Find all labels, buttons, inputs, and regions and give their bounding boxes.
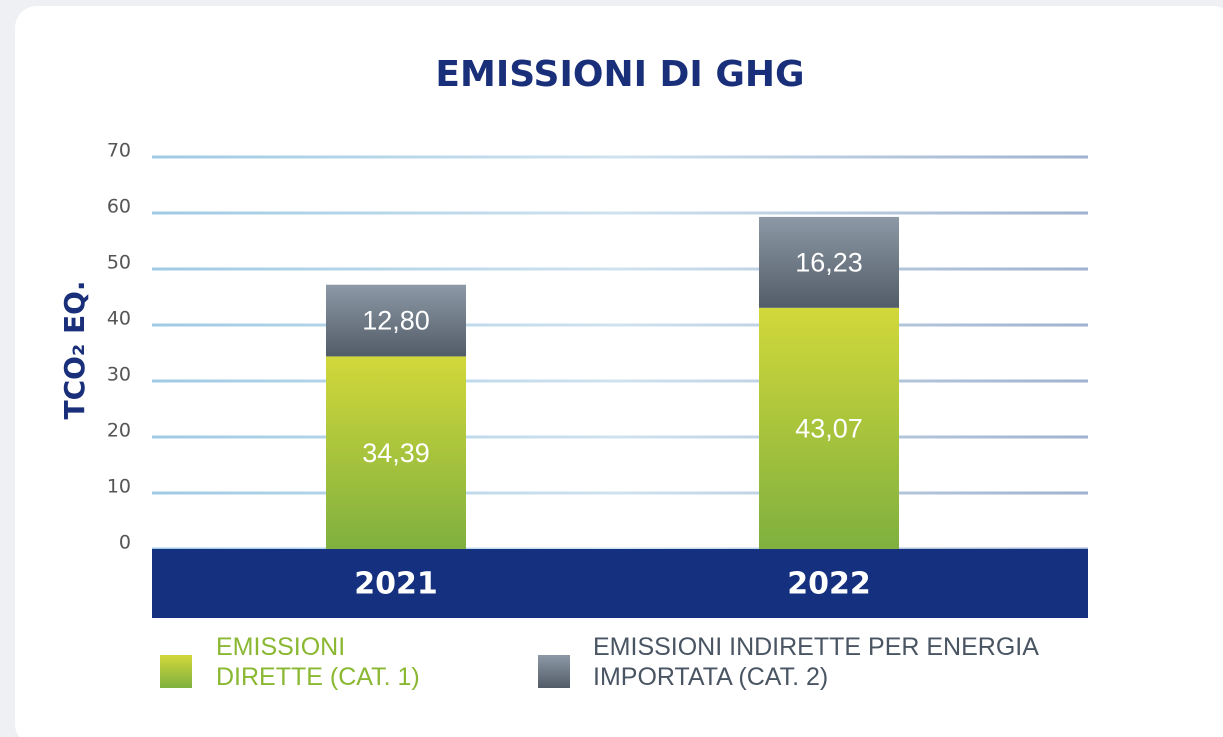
bar-segment	[326, 356, 466, 549]
y-tick-label: 0	[119, 532, 131, 554]
legend-swatch	[160, 655, 192, 688]
y-tick-label: 60	[107, 196, 131, 218]
x-tick-label: 2022	[787, 567, 871, 602]
category-band	[152, 549, 1088, 618]
value-label: 12,80	[362, 306, 430, 336]
y-tick-label: 30	[107, 364, 131, 386]
y-tick-label: 70	[107, 140, 131, 162]
grid-line	[152, 155, 1088, 159]
grid-line	[152, 491, 1088, 495]
y-axis-label: TCO₂ EQ.	[58, 280, 91, 419]
grid-line	[152, 379, 1088, 383]
grid-line	[152, 323, 1088, 327]
bar-segment	[759, 216, 899, 308]
chart-title: EMISSIONI DI GHG	[435, 54, 804, 95]
grid-line	[152, 211, 1088, 215]
value-label: 43,07	[795, 414, 863, 444]
value-label: 16,23	[795, 247, 863, 277]
x-tick-label: 2021	[354, 567, 438, 602]
legend-label: EMISSIONI DIRETTE (CAT. 1)	[216, 633, 420, 691]
y-tick-label: 50	[107, 252, 131, 274]
bar-segment	[759, 307, 899, 549]
grid-line	[152, 435, 1088, 439]
value-label: 34,39	[362, 438, 430, 468]
bar-segment	[326, 284, 466, 357]
y-tick-label: 20	[107, 420, 131, 442]
y-tick-label: 10	[107, 476, 131, 498]
legend-label: EMISSIONI INDIRETTE PER ENERGIA IMPORTAT…	[593, 633, 1038, 691]
y-tick-label: 40	[107, 308, 131, 330]
grid-line	[152, 267, 1088, 271]
legend-swatch	[538, 655, 570, 688]
